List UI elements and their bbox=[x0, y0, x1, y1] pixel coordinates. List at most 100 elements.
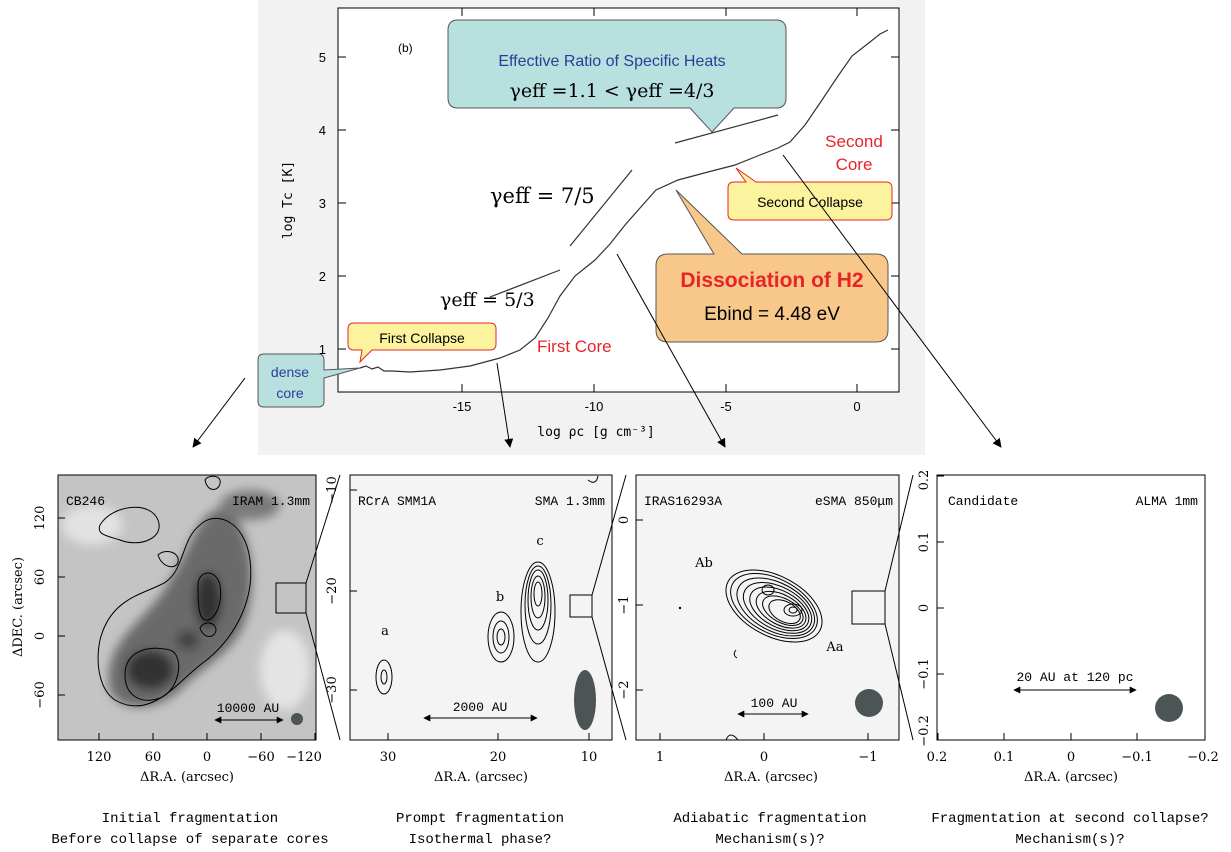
top-y-tick-label: 3 bbox=[319, 196, 326, 211]
panel-2-y-tick: −10 bbox=[325, 476, 340, 503]
panel-1-x-label: ΔR.A. (arcsec) bbox=[140, 770, 234, 785]
panel-cb246: 120 60 0 −60 −120 120 60 0 −60 ΔDEC. (ar… bbox=[11, 474, 341, 785]
top-x-tick-marks bbox=[338, 8, 899, 392]
panel-2-x-label: ΔR.A. (arcsec) bbox=[434, 770, 528, 785]
first-collapse-label: First Collapse bbox=[379, 330, 465, 346]
panel-4-y-tick: 0 bbox=[917, 604, 932, 612]
zoom-line bbox=[305, 612, 341, 741]
ratio-callout-formula: γeff =1.1 < γeff =4/3 bbox=[510, 80, 715, 102]
panel-3-y-tick: 0 bbox=[617, 516, 632, 524]
caption-1-line2: Before collapse of separate cores bbox=[51, 832, 328, 848]
caption-1-line1: Initial fragmentation bbox=[102, 811, 278, 827]
caption-3-line1: Adiabatic fragmentation bbox=[673, 811, 866, 827]
dense-core-label-line2: core bbox=[276, 385, 303, 401]
top-y-axis-label: log Tc [K] bbox=[281, 161, 296, 239]
track-curve bbox=[359, 29, 889, 373]
panel-3-scale-label: 100 AU bbox=[751, 696, 798, 711]
panel-3-source-name: IRAS16293A bbox=[644, 494, 722, 509]
panel-1-y-tick: 0 bbox=[33, 632, 48, 640]
panel-2-source-b: b bbox=[496, 590, 504, 605]
zoom-line bbox=[591, 616, 627, 741]
panel-4-instrument: ALMA 1mm bbox=[1136, 494, 1199, 509]
panel-2-source-a: a bbox=[381, 624, 389, 639]
panel-tag: (b) bbox=[398, 41, 413, 55]
top-y-tick-label: 4 bbox=[319, 123, 326, 138]
first-core-label: First Core bbox=[537, 337, 612, 356]
panel-1-frame bbox=[57, 474, 317, 741]
panel-1-x-tick: 0 bbox=[203, 750, 211, 765]
panel-2-zoom-box bbox=[569, 594, 593, 618]
panel-2-instrument: SMA 1.3mm bbox=[535, 494, 605, 509]
panel-4-y-tick: −0.1 bbox=[917, 658, 932, 690]
panel-2-frame bbox=[349, 474, 613, 741]
dissociation-title: Dissociation of H2 bbox=[680, 269, 863, 292]
panel-1-y-tick: 60 bbox=[33, 569, 48, 586]
panel-1-instrument: IRAM 1.3mm bbox=[232, 494, 310, 509]
dissociation-callout bbox=[655, 189, 889, 343]
top-x-tick-label: -5 bbox=[720, 399, 732, 414]
panel-4-x-tick: 0 bbox=[1067, 750, 1075, 765]
panel-1-y-label: ΔDEC. (arcsec) bbox=[11, 557, 26, 657]
panel-2-x-tick: 20 bbox=[490, 750, 507, 765]
second-core-label-line1: Second bbox=[825, 132, 883, 151]
panel-1-y-tick: 120 bbox=[33, 506, 48, 531]
panel-4-x-label: ΔR.A. (arcsec) bbox=[1024, 770, 1118, 785]
panel-4-x-tick: 0.2 bbox=[927, 750, 948, 765]
arrow-to-panel-3 bbox=[616, 253, 726, 448]
caption-2-line1: Prompt fragmentation bbox=[396, 811, 564, 827]
gamma-53-label: γeff = 5/3 bbox=[440, 289, 535, 311]
zoom-line bbox=[591, 474, 627, 596]
panel-4-y-tick: 0.2 bbox=[917, 470, 932, 491]
panel-1-x-tick: −60 bbox=[247, 750, 274, 765]
panel-1-source-name: CB246 bbox=[66, 494, 105, 509]
panel-1-y-tick: −60 bbox=[33, 681, 48, 708]
panel-4-beam bbox=[1155, 694, 1183, 722]
top-y-tick-label: 1 bbox=[319, 342, 326, 357]
zoom-line bbox=[884, 474, 914, 592]
panel-2-x-tick: 10 bbox=[581, 750, 598, 765]
panel-3-x-label: ΔR.A. (arcsec) bbox=[724, 770, 818, 785]
panel-3-y-tick: −2 bbox=[617, 680, 632, 699]
panel-4-x-tick: −0.1 bbox=[1121, 750, 1153, 765]
slope-line-7-5 bbox=[569, 169, 633, 247]
panel-4-frame bbox=[936, 474, 1206, 741]
panel-1-beam bbox=[291, 713, 303, 725]
arrow-to-panel-4 bbox=[782, 154, 1002, 448]
panel-1-zoom-box bbox=[275, 582, 307, 614]
panel-3-x-tick: 1 bbox=[656, 750, 664, 765]
dissociation-energy: Ebind = 4.48 eV bbox=[704, 304, 840, 325]
panel-2-scale-label: 2000 AU bbox=[453, 700, 508, 715]
panel-3-source-aa: Aa bbox=[825, 640, 843, 655]
panel-2-source-c: c bbox=[536, 534, 543, 549]
panel-candidate: 0.2 0.1 0 −0.1 −0.2 0.2 0.1 0 −0.1 −0.2 … bbox=[917, 470, 1219, 785]
top-x-tick-label: 0 bbox=[853, 399, 860, 414]
panel-4-y-tick: −0.2 bbox=[917, 715, 932, 747]
second-core-label-line2: Core bbox=[836, 155, 873, 174]
panel-1-scale-label: 10000 AU bbox=[217, 701, 279, 716]
panel-1-emission bbox=[62, 475, 310, 710]
slope-line-5-3 bbox=[489, 269, 561, 298]
ratio-callout-title: Effective Ratio of Specific Heats bbox=[498, 53, 725, 70]
panel-2-contours bbox=[375, 475, 599, 695]
panel-3-source-ab: Ab bbox=[694, 556, 713, 571]
zoom-line bbox=[305, 474, 341, 584]
panel-1-x-tick: 120 bbox=[87, 750, 112, 765]
panel-4-scale-label: 20 AU at 120 pc bbox=[1016, 670, 1133, 685]
top-x-tick-label: -10 bbox=[585, 399, 604, 414]
first-collapse-callout bbox=[347, 322, 497, 364]
panel-2-beam bbox=[574, 670, 596, 730]
panel-3-x-tick: −1 bbox=[858, 750, 877, 765]
arrow-to-panel-1 bbox=[192, 377, 246, 448]
panel-2-x-tick: 30 bbox=[380, 750, 397, 765]
caption-2-line2: Isothermal phase? bbox=[409, 832, 552, 848]
gamma-75-label: γeff = 7/5 bbox=[490, 184, 595, 208]
arrow-to-panel-2 bbox=[496, 362, 514, 448]
zoom-line bbox=[884, 623, 914, 741]
panel-3-contours bbox=[725, 569, 823, 741]
panel-1-x-tick: 60 bbox=[145, 750, 162, 765]
second-collapse-callout bbox=[727, 167, 893, 221]
slope-line-4-3 bbox=[674, 114, 779, 144]
panel-2-source-name: RCrA SMM1A bbox=[358, 494, 436, 509]
caption-4-line1: Fragmentation at second collapse? bbox=[931, 811, 1208, 827]
